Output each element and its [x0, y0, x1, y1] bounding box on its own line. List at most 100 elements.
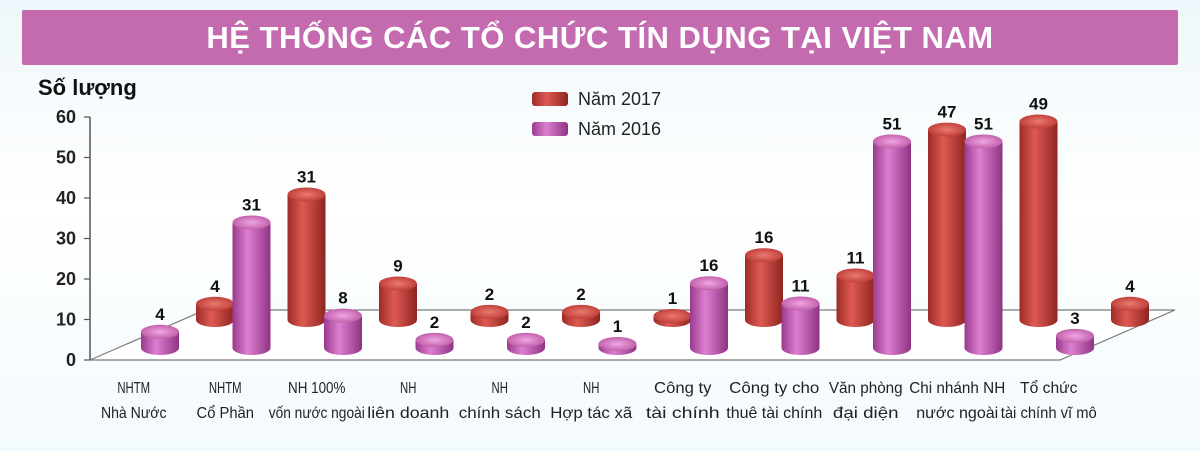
category-label: Công ty [654, 380, 711, 397]
bar-nam-2017-top [1111, 296, 1149, 311]
category-label: tài chính vĩ mô [1001, 405, 1097, 422]
bar-nam-2017-side [928, 129, 966, 327]
data-label-nam-2017: 9 [393, 257, 402, 276]
bar-nam-2017-side [745, 255, 783, 327]
category-label: tài chính [646, 405, 720, 422]
category-label: Hợp tác xã [550, 405, 632, 422]
data-label-nam-2016: 51 [883, 114, 902, 133]
y-tick-label: 30 [56, 229, 76, 249]
bar-nam-2017 [928, 122, 966, 327]
bar-nam-2016-top [415, 332, 454, 347]
bar-nam-2016 [1056, 328, 1094, 355]
data-label-nam-2016: 3 [1070, 309, 1079, 328]
bar-nam-2016 [781, 296, 820, 355]
data-label-nam-2016: 2 [430, 313, 439, 332]
data-label-nam-2017: 2 [576, 285, 585, 304]
bar-nam-2017-top [287, 187, 326, 202]
y-axis-label: Số lượng [38, 75, 137, 100]
bar-nam-2016-top [690, 276, 728, 291]
legend-label: Năm 2016 [578, 119, 661, 139]
data-label-nam-2016: 51 [974, 114, 993, 133]
legend: Năm 2017 Năm 2016 [532, 89, 661, 139]
category-label: Công ty cho [729, 380, 819, 397]
data-label-nam-2017: 31 [297, 167, 316, 186]
legend-item-nam-2016: Năm 2016 [532, 119, 661, 139]
bar-nam-2016 [964, 134, 1003, 355]
bar-nam-2016-side [690, 283, 728, 355]
bar-nam-2016-top [781, 296, 820, 311]
category-label: NH [400, 380, 416, 397]
y-tick-label: 50 [56, 148, 76, 168]
bar-nam-2016-top [507, 332, 545, 347]
category-label: nước ngoài [916, 405, 998, 422]
data-label-nam-2016: 2 [521, 313, 530, 332]
bar-nam-2017-side [379, 283, 417, 327]
data-label-nam-2017: 1 [668, 289, 677, 308]
data-label-nam-2017: 11 [847, 248, 865, 267]
bar-nam-2017-top [470, 304, 509, 319]
bar-nam-2016-top [232, 215, 271, 230]
data-label-nam-2017: 2 [485, 285, 494, 304]
bar-nam-2017-top [653, 308, 692, 323]
bar-nam-2016-top [324, 308, 362, 323]
category-label: Tổ chức [1020, 379, 1077, 397]
data-label-nam-2016: 11 [792, 276, 810, 295]
data-label-nam-2017: 16 [755, 228, 774, 247]
category-label: NH [583, 380, 599, 397]
bar-nam-2017 [745, 248, 783, 327]
data-label-nam-2016: 16 [700, 256, 719, 275]
category-label: liên doanh [367, 405, 449, 422]
data-label-nam-2016: 8 [338, 289, 347, 308]
bar-nam-2016-side [324, 315, 362, 355]
bar-nam-2017 [470, 304, 509, 327]
data-label-nam-2016: 31 [242, 195, 261, 214]
bar-nam-2016-top [964, 134, 1003, 149]
category-label: Văn phòng [829, 380, 903, 397]
y-tick-label: 0 [66, 350, 76, 370]
bar-nam-2017-side [1019, 121, 1058, 327]
bar-nam-2016-side [964, 141, 1003, 355]
category-label: vốn nước ngoài [269, 405, 365, 422]
bar-nam-2016-side [873, 141, 911, 355]
y-tick-label: 20 [56, 269, 76, 289]
bar-nam-2017-top [928, 122, 966, 137]
bar-nam-2016 [141, 324, 179, 355]
bar-nam-2016 [690, 276, 728, 355]
bar-nam-2016 [598, 336, 637, 355]
bar-nam-2016 [873, 134, 911, 355]
bar-nam-2017-side [836, 275, 875, 327]
bar-nam-2017 [196, 296, 234, 327]
category-label: NH 100% [288, 380, 345, 397]
category-label: Chi nhánh NH [909, 380, 1005, 397]
bar-nam-2017 [1111, 296, 1149, 327]
category-label: thuê tài chính [726, 405, 822, 422]
bar-nam-2017-top [1019, 114, 1058, 129]
bar-nam-2017 [1019, 114, 1058, 327]
category-label: đại diện [833, 405, 899, 422]
category-label: NHTM [209, 380, 242, 397]
legend-swatch [532, 122, 568, 136]
category-label: Nhà Nước [101, 405, 167, 422]
category-label: chính sách [459, 405, 541, 422]
bar-nam-2016-top [1056, 328, 1094, 343]
bar-nam-2016-side [232, 222, 271, 355]
bar-nam-2016 [415, 332, 454, 355]
bar-nam-2016-side [781, 303, 820, 355]
y-tick-label: 40 [56, 188, 76, 208]
legend-label: Năm 2017 [578, 89, 661, 109]
bar-nam-2017-side [287, 194, 326, 327]
title-bar [22, 10, 1178, 65]
bar-nam-2017 [287, 187, 326, 327]
data-label-nam-2017: 49 [1029, 95, 1048, 114]
bar-nam-2017-top [836, 268, 875, 283]
legend-swatch [532, 92, 568, 106]
category-label: Cổ Phần [197, 404, 254, 422]
bar-nam-2017 [562, 304, 600, 327]
chart-title: HỆ THỐNG CÁC TỔ CHỨC TÍN DỤNG TẠI VIỆT N… [206, 20, 994, 55]
data-label-nam-2016: 1 [613, 317, 622, 336]
category-label: NHTM [117, 380, 150, 397]
y-tick-label: 60 [56, 107, 76, 127]
legend-item-nam-2017: Năm 2017 [532, 89, 661, 109]
